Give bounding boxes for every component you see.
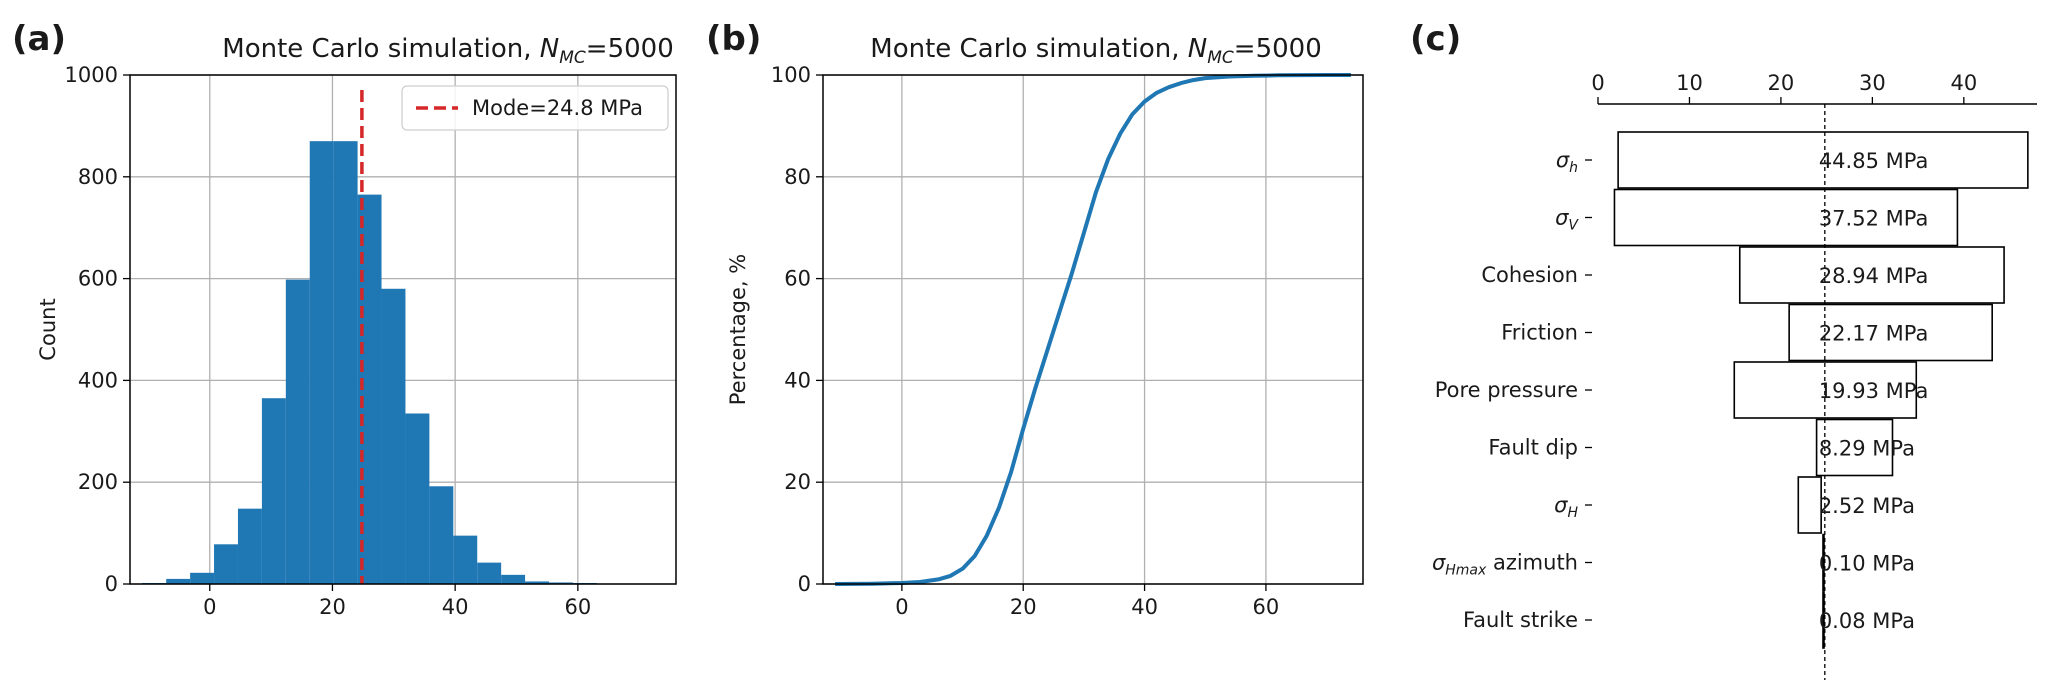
histogram-bar xyxy=(405,413,430,584)
category-label-main: Fault strike xyxy=(1463,608,1578,632)
x-tick-label: 60 xyxy=(564,595,591,619)
histogram-bar xyxy=(477,562,502,584)
x-tick-label: 20 xyxy=(319,595,346,619)
category-label-main: σ xyxy=(1555,206,1569,230)
y-tick-label: 40 xyxy=(784,368,811,392)
histogram-bar xyxy=(214,544,238,584)
category-label-main: Friction xyxy=(1501,321,1578,345)
chart-a-title: Monte Carlo simulation, NMC=5000 xyxy=(222,34,673,68)
histogram-bar xyxy=(333,141,358,585)
bar-value-label: 22.17 MPa xyxy=(1819,322,1929,346)
histogram-bar xyxy=(166,578,191,584)
bar-value-label: 37.52 MPa xyxy=(1819,207,1929,231)
category-label: Fault dip xyxy=(1488,436,1578,460)
y-tick-label: 600 xyxy=(78,267,118,291)
plot-frame xyxy=(129,74,677,585)
x-tick-label: 40 xyxy=(1131,595,1158,619)
x-tick-label: 40 xyxy=(1950,71,1977,95)
y-tick-label: 800 xyxy=(78,165,118,189)
chart-b-title: Monte Carlo simulation, NMC=5000 xyxy=(870,34,1321,68)
tornado-bar xyxy=(1822,591,1825,649)
legend-box xyxy=(401,85,669,131)
histogram-bar xyxy=(453,535,478,584)
y-tick-label: 60 xyxy=(784,267,811,291)
y-axis-label: Count xyxy=(36,298,60,360)
histogram-bar xyxy=(237,508,262,584)
panel-label-a: (a) xyxy=(12,19,66,59)
histogram-bar xyxy=(501,574,526,584)
y-tick-label: 1000 xyxy=(65,63,118,87)
x-tick-label: 0 xyxy=(1591,71,1604,95)
category-label-rest: azimuth xyxy=(1486,551,1578,575)
tornado-bar xyxy=(1617,131,2029,189)
bar-value-label: 44.85 MPa xyxy=(1819,149,1929,173)
y-tick-label: 100 xyxy=(771,63,811,87)
y-tick-label: 0 xyxy=(798,572,811,596)
bar-value-label: 19.93 MPa xyxy=(1819,379,1929,403)
y-tick-label: 200 xyxy=(78,470,118,494)
category-label-main: Pore pressure xyxy=(1435,378,1578,402)
bar-value-label: 0.10 MPa xyxy=(1819,552,1915,576)
category-label-main: Cohesion xyxy=(1481,263,1578,287)
category-label: Fault strike xyxy=(1463,608,1578,632)
panel-label-c: (c) xyxy=(1410,19,1461,59)
category-label: σV xyxy=(1555,206,1579,234)
y-tick-label: 80 xyxy=(784,165,811,189)
tornado-bar xyxy=(1815,418,1894,477)
plot-frame xyxy=(822,74,1364,585)
cdf-panel: 0 20 40 60 0 20 40 60 80 100 Percentage, % xyxy=(726,63,1364,619)
category-label-sub: V xyxy=(1568,218,1579,234)
histogram-bar xyxy=(190,572,215,584)
x-tick-label: 40 xyxy=(442,595,469,619)
x-tick-label: 10 xyxy=(1676,71,1703,95)
x-tick-label: 60 xyxy=(1253,595,1280,619)
y-tick-label: 0 xyxy=(105,572,118,596)
tornado-bar xyxy=(1797,476,1822,534)
panel-label-b: (b) xyxy=(706,19,761,59)
histogram-bar xyxy=(309,141,334,585)
category-label-sub: H xyxy=(1567,505,1578,521)
category-label: σHmax azimuth xyxy=(1432,551,1578,579)
tornado-bar xyxy=(1738,246,2005,304)
x-tick-label: 0 xyxy=(895,595,908,619)
y-axis-label: Percentage, % xyxy=(726,254,750,405)
category-label-main: Fault dip xyxy=(1488,436,1578,460)
category-label: Cohesion xyxy=(1481,263,1578,287)
histogram-bar xyxy=(381,288,406,584)
bar-value-label: 8.29 MPa xyxy=(1819,437,1915,461)
category-label-main: σ xyxy=(1556,148,1570,172)
category-label: σh xyxy=(1556,148,1578,176)
histogram-bar xyxy=(285,279,310,584)
tornado-bar xyxy=(1613,188,1959,247)
cdf-line xyxy=(835,73,1351,586)
category-label-main: σ xyxy=(1432,551,1446,575)
histogram-bar xyxy=(429,486,454,584)
category-label-sub: h xyxy=(1569,160,1578,176)
x-tick-label: 0 xyxy=(203,595,216,619)
x-tick-label: 30 xyxy=(1859,71,1886,95)
x-tick-label: 20 xyxy=(1010,595,1037,619)
histogram-bar xyxy=(261,398,286,584)
category-label: Pore pressure xyxy=(1435,378,1578,402)
histogram-bar xyxy=(525,581,550,584)
y-tick-label: 400 xyxy=(78,368,118,392)
legend-label: Mode=24.8 MPa xyxy=(472,96,643,120)
category-label-sub: Hmax xyxy=(1445,563,1487,579)
category-label: Friction xyxy=(1501,321,1578,345)
bar-value-label: 2.52 MPa xyxy=(1819,494,1915,518)
histogram-bar xyxy=(549,582,573,584)
tornado-bar xyxy=(1822,533,1825,592)
bar-value-label: 28.94 MPa xyxy=(1819,264,1929,288)
category-label: σH xyxy=(1554,493,1578,521)
x-tick-label: 20 xyxy=(1768,71,1795,95)
category-label-main: σ xyxy=(1554,493,1568,517)
tornado-bar xyxy=(1788,303,1993,362)
bar-value-label: 0.08 MPa xyxy=(1819,609,1915,633)
y-tick-label: 20 xyxy=(784,470,811,494)
